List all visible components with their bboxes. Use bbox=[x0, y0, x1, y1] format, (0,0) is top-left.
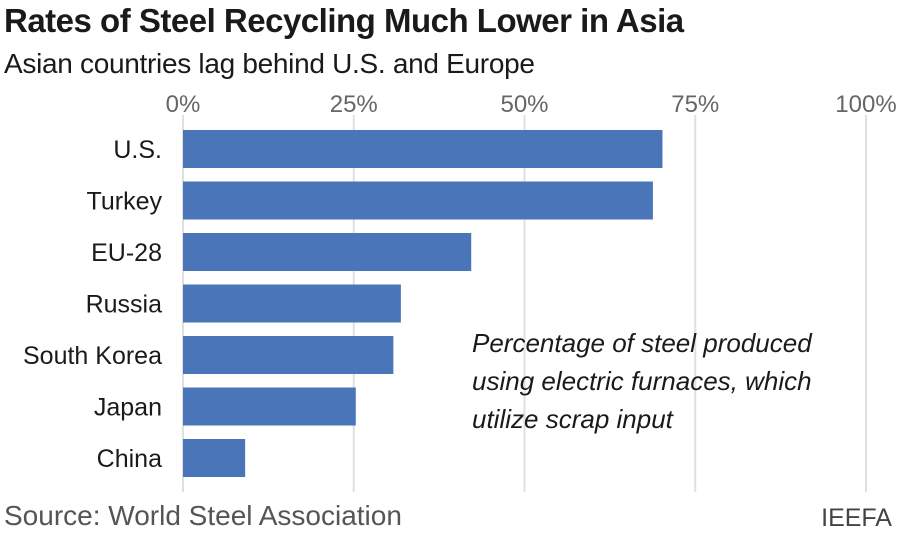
bar-u-s- bbox=[183, 130, 663, 168]
source-note: Source: World Steel Association bbox=[4, 500, 402, 531]
chart-title: Rates of Steel Recycling Much Lower in A… bbox=[4, 2, 684, 39]
x-tick-label: 0% bbox=[166, 91, 201, 118]
category-label: Turkey bbox=[87, 188, 163, 216]
bar-russia bbox=[183, 284, 401, 323]
category-label: Russia bbox=[86, 291, 163, 319]
category-label: U.S. bbox=[113, 136, 162, 164]
category-label: South Korea bbox=[23, 342, 162, 370]
bar-japan bbox=[183, 387, 356, 426]
x-tick-label: 100% bbox=[835, 91, 896, 118]
category-label: Japan bbox=[94, 394, 162, 422]
chart-subtitle: Asian countries lag behind U.S. and Euro… bbox=[4, 48, 535, 79]
category-label: China bbox=[97, 445, 162, 473]
bar-turkey bbox=[183, 181, 653, 220]
x-tick-label: 25% bbox=[330, 91, 378, 118]
bar-south-korea bbox=[183, 336, 394, 374]
chart-annotation: Percentage of steel produced using elect… bbox=[472, 328, 812, 434]
x-tick-label: 50% bbox=[500, 91, 548, 118]
category-label: EU-28 bbox=[91, 239, 162, 267]
bar-china bbox=[183, 439, 246, 477]
x-tick-label: 75% bbox=[671, 91, 719, 118]
bar-eu-28 bbox=[183, 233, 472, 271]
brand-label: IEEFA bbox=[821, 504, 892, 532]
